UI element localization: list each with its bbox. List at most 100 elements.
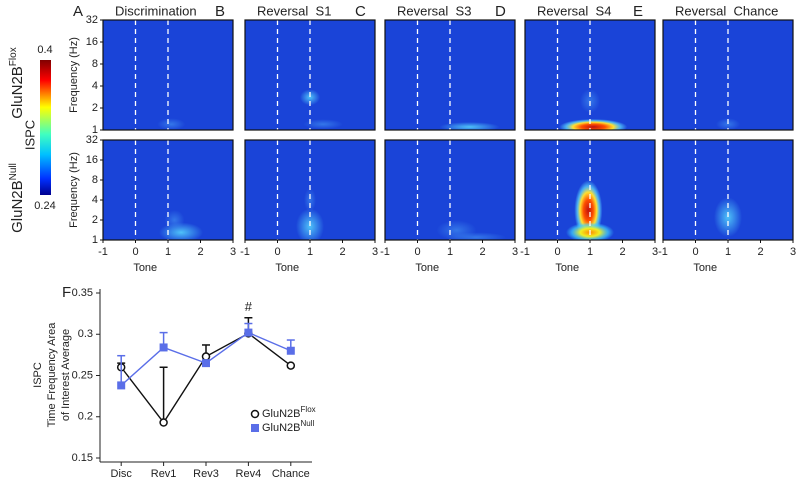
row-label: GluN2BFlox (8, 47, 26, 118)
y-tick-label: 32 (86, 134, 98, 146)
panel-letter: F (62, 284, 71, 301)
x-tick-label: -1 (520, 246, 530, 258)
x-tick-label: 3 (512, 246, 518, 258)
y-tick-label: 2 (92, 102, 98, 114)
x-tick-label: 3 (372, 246, 378, 258)
heatmap-blob (439, 121, 500, 130)
panel-letter: D (495, 3, 506, 20)
x-tick-label: 3 (230, 246, 236, 258)
y-tick-label: 2 (92, 214, 98, 226)
legend-marker (251, 424, 259, 432)
panel-letter: E (633, 3, 643, 20)
panel-letter: C (355, 3, 366, 20)
x-tick-label: Rev3 (193, 468, 219, 480)
colorbar (40, 60, 51, 195)
panel-title: Reversal S4 (537, 3, 611, 18)
y-tick-label: 0.2 (78, 411, 93, 423)
heatmap-blob (157, 118, 186, 130)
heatmap-blob (303, 119, 343, 130)
y-tick-label: 8 (92, 58, 98, 70)
y-tick-label: 4 (92, 80, 98, 92)
heatmap-blob (164, 210, 185, 230)
row-label-base: GluN2B (9, 66, 26, 119)
heatmap-blob (580, 88, 600, 113)
heatmap-blob (446, 232, 506, 240)
colorbar-label: ISPC (22, 120, 37, 150)
panel-letter: A (73, 3, 83, 20)
point (159, 418, 168, 427)
x-tick-label: 1 (165, 246, 171, 258)
point (286, 361, 296, 370)
y-tick-label: 16 (86, 36, 98, 48)
y-tick-label: 32 (86, 14, 98, 26)
heatmap (103, 140, 233, 240)
panel-frame (662, 19, 794, 131)
x-tick-label: 1 (725, 246, 731, 258)
y-axis-label: of Interest Average (60, 329, 72, 421)
x-tick-label: -1 (658, 246, 668, 258)
x-tick-label: Chance (272, 468, 310, 480)
panel-frame (244, 19, 376, 131)
x-tick-label: 2 (757, 246, 763, 258)
panel-title: Reversal S3 (397, 3, 471, 18)
panel-frame (102, 19, 234, 131)
x-tick-label: 0 (692, 246, 698, 258)
heatmap (525, 140, 655, 240)
y-axis-label: Time Frequency Area (46, 322, 58, 428)
point (244, 328, 253, 337)
x-axis-label: Tone (555, 262, 579, 274)
legend-label-base: GluN2B (262, 422, 301, 434)
x-tick-label: 0 (132, 246, 138, 258)
x-tick-label: 1 (587, 246, 593, 258)
error-bar (117, 354, 126, 386)
x-tick-label: 0 (274, 246, 280, 258)
legend-label: GluN2BNull (262, 419, 315, 434)
y-tick-label: 1 (92, 124, 98, 136)
point (286, 346, 295, 355)
x-tick-label: -1 (380, 246, 390, 258)
y-tick-label: 4 (92, 194, 98, 206)
x-tick-label: Rev1 (151, 468, 177, 480)
x-tick-label: 0 (414, 246, 420, 258)
row-label-base: GluN2B (9, 180, 26, 233)
y-axis-label: Frequency (Hz) (68, 152, 80, 228)
y-tick-label: 0.25 (72, 369, 93, 381)
x-tick-label: 2 (197, 246, 203, 258)
panel-frame (384, 19, 516, 131)
point (159, 343, 168, 352)
x-axis-label: Tone (693, 262, 717, 274)
heatmap-blob (304, 188, 316, 212)
x-tick-label: -1 (240, 246, 250, 258)
y-tick-label: 0.3 (78, 328, 93, 340)
panel-title: Discrimination (115, 3, 197, 18)
panel-title: Reversal S1 (257, 3, 331, 18)
x-tick-label: 1 (307, 246, 313, 258)
legend-marker (250, 409, 260, 419)
heatmap-blob (714, 197, 742, 238)
colorbar-min: 0.24 (34, 200, 55, 212)
y-axis-label: Frequency (Hz) (68, 37, 80, 113)
x-tick-label: -1 (98, 246, 108, 258)
x-tick-label: 3 (652, 246, 658, 258)
x-tick-label: 0 (554, 246, 560, 258)
colorbar-max: 0.4 (37, 44, 52, 56)
x-axis-label: Tone (415, 262, 439, 274)
point (202, 359, 210, 368)
x-tick-label: 2 (339, 246, 345, 258)
heatmap-blob (559, 118, 628, 130)
x-tick-label: 3 (790, 246, 796, 258)
x-axis-label: Tone (133, 262, 157, 274)
panel-frame (524, 19, 656, 131)
x-tick-label: 2 (619, 246, 625, 258)
point (117, 381, 126, 390)
y-tick-label: 0.35 (72, 287, 93, 299)
legend-label-base: GluN2B (262, 408, 301, 420)
row-label-sup: Null (8, 163, 19, 180)
legend-label-sup: Flox (301, 405, 316, 414)
point (201, 352, 211, 361)
y-tick-label: 1 (92, 234, 98, 246)
row-label: GluN2BNull (8, 163, 26, 233)
annotation: # (245, 299, 253, 314)
legend-label-sup: Null (301, 419, 315, 428)
